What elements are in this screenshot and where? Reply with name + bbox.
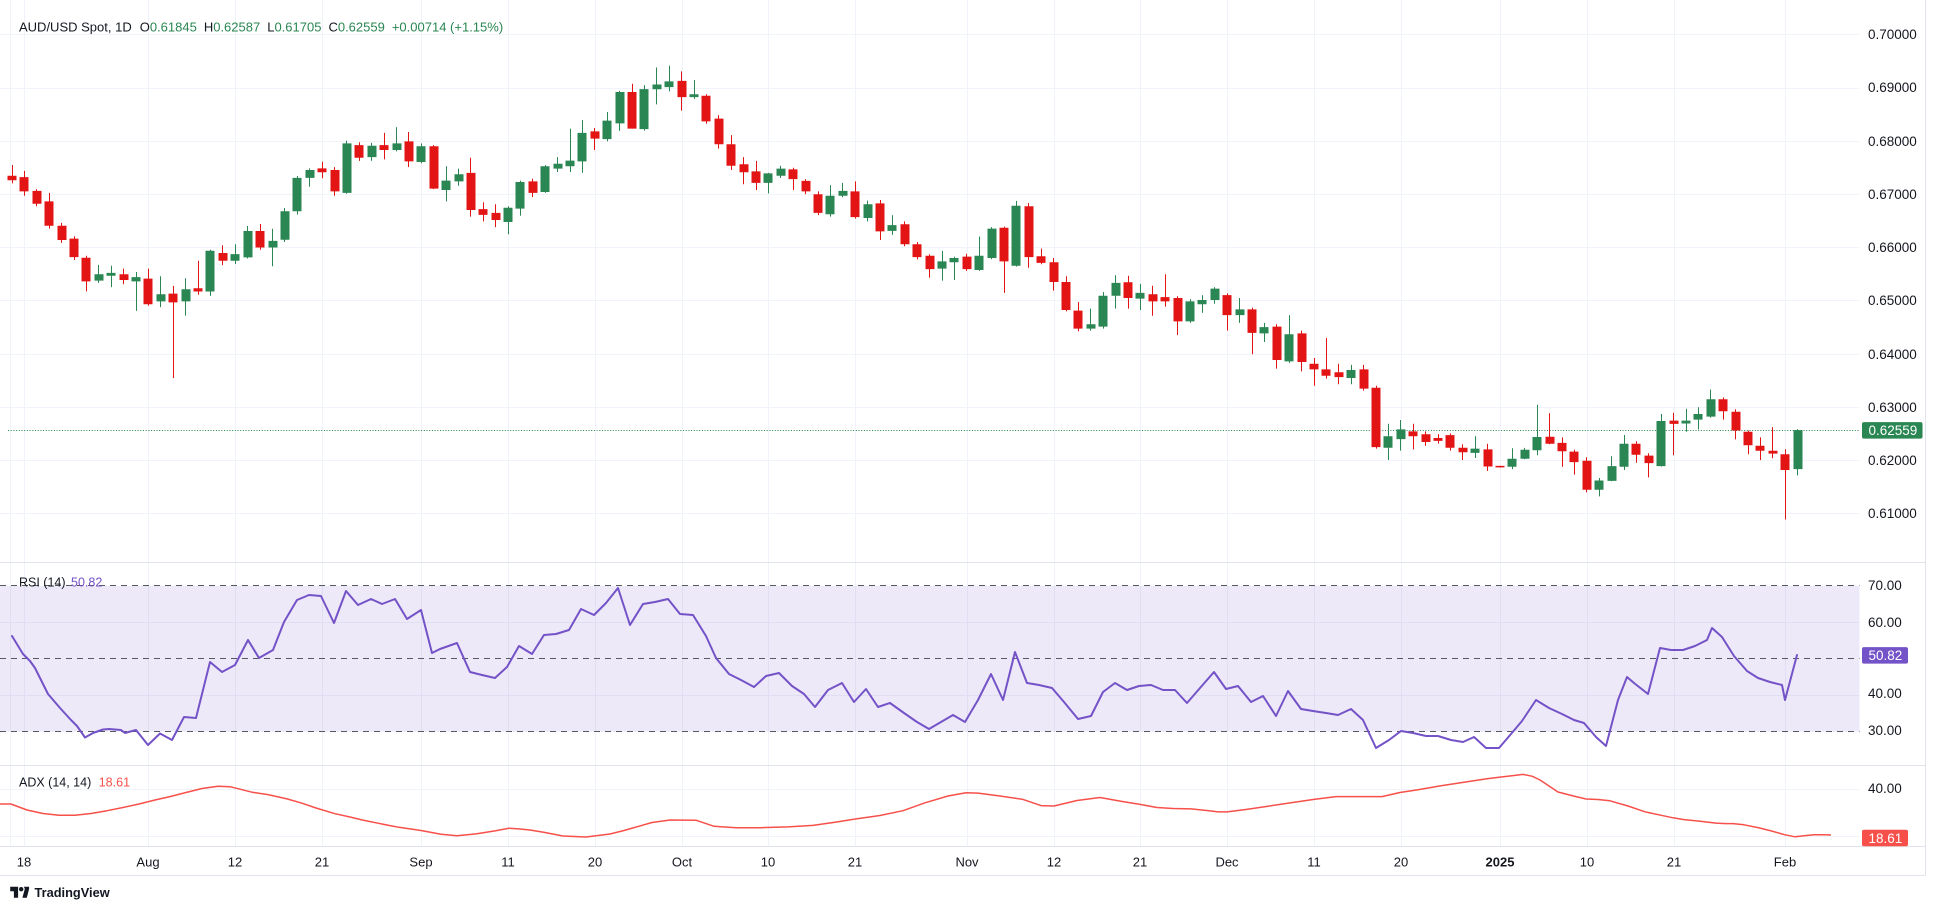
svg-text:40.00: 40.00 <box>1868 781 1902 796</box>
svg-text:0.63000: 0.63000 <box>1868 400 1917 415</box>
svg-text:0.62000: 0.62000 <box>1868 453 1917 468</box>
svg-text:21: 21 <box>848 855 862 870</box>
svg-text:Feb: Feb <box>1774 855 1796 870</box>
svg-text:Nov: Nov <box>955 855 979 870</box>
svg-text:12: 12 <box>1047 855 1061 870</box>
svg-text:Dec: Dec <box>1215 855 1239 870</box>
svg-text:40.00: 40.00 <box>1868 686 1902 701</box>
svg-text:Sep: Sep <box>409 855 432 870</box>
svg-text:21: 21 <box>315 855 329 870</box>
svg-text:21: 21 <box>1667 855 1681 870</box>
svg-text:11: 11 <box>1307 855 1321 870</box>
svg-text:18.61: 18.61 <box>1869 831 1903 846</box>
svg-text:Oct: Oct <box>672 855 693 870</box>
svg-text:70.00: 70.00 <box>1868 578 1902 593</box>
svg-text:0.68000: 0.68000 <box>1868 134 1917 149</box>
svg-text:0.64000: 0.64000 <box>1868 347 1917 362</box>
svg-text:20: 20 <box>1394 855 1408 870</box>
svg-text:50.82: 50.82 <box>1869 648 1903 663</box>
svg-text:ADX (14, 14) 18.61: ADX (14, 14) 18.61 <box>19 776 130 790</box>
svg-text:0.67000: 0.67000 <box>1868 187 1917 202</box>
svg-text:0.61000: 0.61000 <box>1868 506 1917 521</box>
svg-text:RSI (14) 50.82: RSI (14) 50.82 <box>19 576 102 590</box>
svg-text:10: 10 <box>761 855 775 870</box>
svg-text:20: 20 <box>588 855 602 870</box>
svg-text:18: 18 <box>17 855 31 870</box>
svg-text:60.00: 60.00 <box>1868 615 1902 630</box>
svg-text:21: 21 <box>1133 855 1147 870</box>
svg-text:Aug: Aug <box>136 855 159 870</box>
svg-text:TradingView: TradingView <box>35 885 110 900</box>
svg-text:30.00: 30.00 <box>1868 723 1902 738</box>
svg-text:0.65000: 0.65000 <box>1868 293 1917 308</box>
svg-text:0.70000: 0.70000 <box>1868 27 1917 42</box>
svg-text:12: 12 <box>228 855 242 870</box>
svg-text:2025: 2025 <box>1486 855 1515 870</box>
svg-text:11: 11 <box>501 855 515 870</box>
svg-text:0.69000: 0.69000 <box>1868 80 1917 95</box>
svg-text:0.62559: 0.62559 <box>1869 423 1918 438</box>
svg-text:0.66000: 0.66000 <box>1868 240 1917 255</box>
svg-text:10: 10 <box>1580 855 1594 870</box>
